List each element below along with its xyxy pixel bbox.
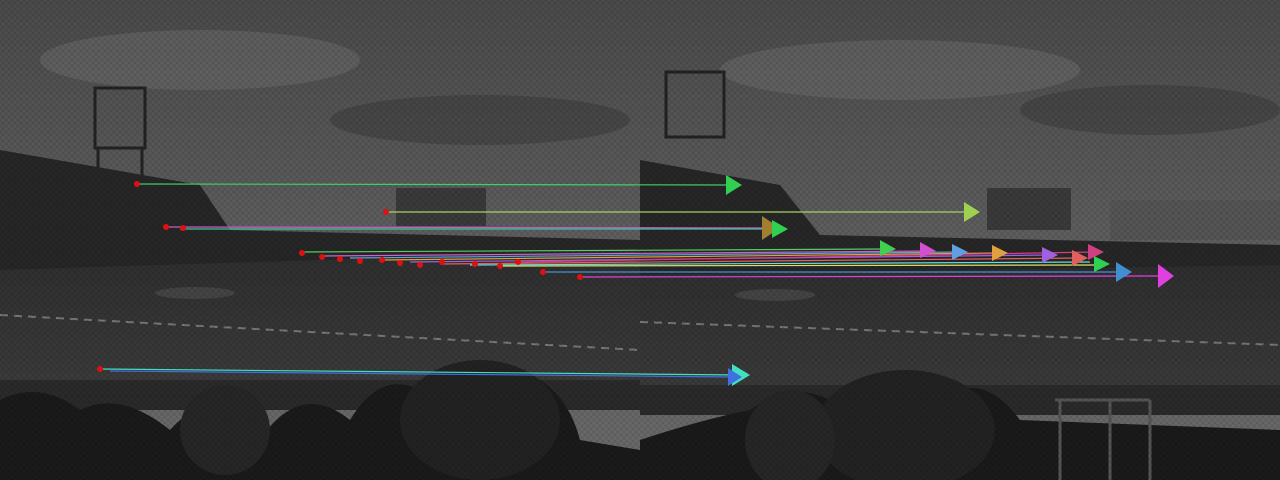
keypoint <box>357 258 363 264</box>
arrowhead <box>1094 256 1110 272</box>
keypoint <box>397 260 403 266</box>
arrowhead <box>1116 262 1132 282</box>
match-line <box>499 264 1101 267</box>
match-line <box>164 226 771 229</box>
keypoint <box>439 259 445 265</box>
keypoint <box>379 257 385 263</box>
arrowhead <box>1072 250 1088 266</box>
match-line <box>349 251 961 259</box>
match-line <box>99 368 741 376</box>
match-line <box>439 257 1081 265</box>
match-line <box>319 250 931 257</box>
keypoint <box>497 263 503 269</box>
arrowhead <box>920 242 936 258</box>
arrowheads <box>726 175 1174 386</box>
keypoint <box>134 181 140 187</box>
arrowhead <box>726 175 742 195</box>
keypoint <box>337 256 343 262</box>
match-line <box>299 248 889 253</box>
arrowhead <box>992 245 1008 261</box>
match-line <box>379 252 1001 261</box>
arrowhead <box>952 244 968 260</box>
keypoint <box>417 262 423 268</box>
match-line <box>469 261 1091 266</box>
keypoint <box>319 254 325 260</box>
keypoint <box>383 209 389 215</box>
keypoint <box>515 259 521 265</box>
keypoint <box>540 269 546 275</box>
keypoint <box>180 225 186 231</box>
keypoint <box>163 224 169 230</box>
arrowhead <box>728 368 742 386</box>
match-line <box>579 275 1165 278</box>
keypoint <box>577 274 583 280</box>
arrowhead <box>964 202 980 222</box>
arrowhead <box>880 240 896 256</box>
keypoint <box>472 261 478 267</box>
match-line <box>109 370 736 378</box>
keypoint <box>97 366 103 372</box>
arrowhead <box>1158 264 1174 288</box>
arrowhead <box>762 216 780 240</box>
arrowhead <box>772 220 788 238</box>
arrowhead <box>1042 247 1058 263</box>
keypoints <box>97 181 583 372</box>
match-line <box>136 183 733 186</box>
keypoint <box>299 250 305 256</box>
arrowhead <box>1088 244 1104 260</box>
